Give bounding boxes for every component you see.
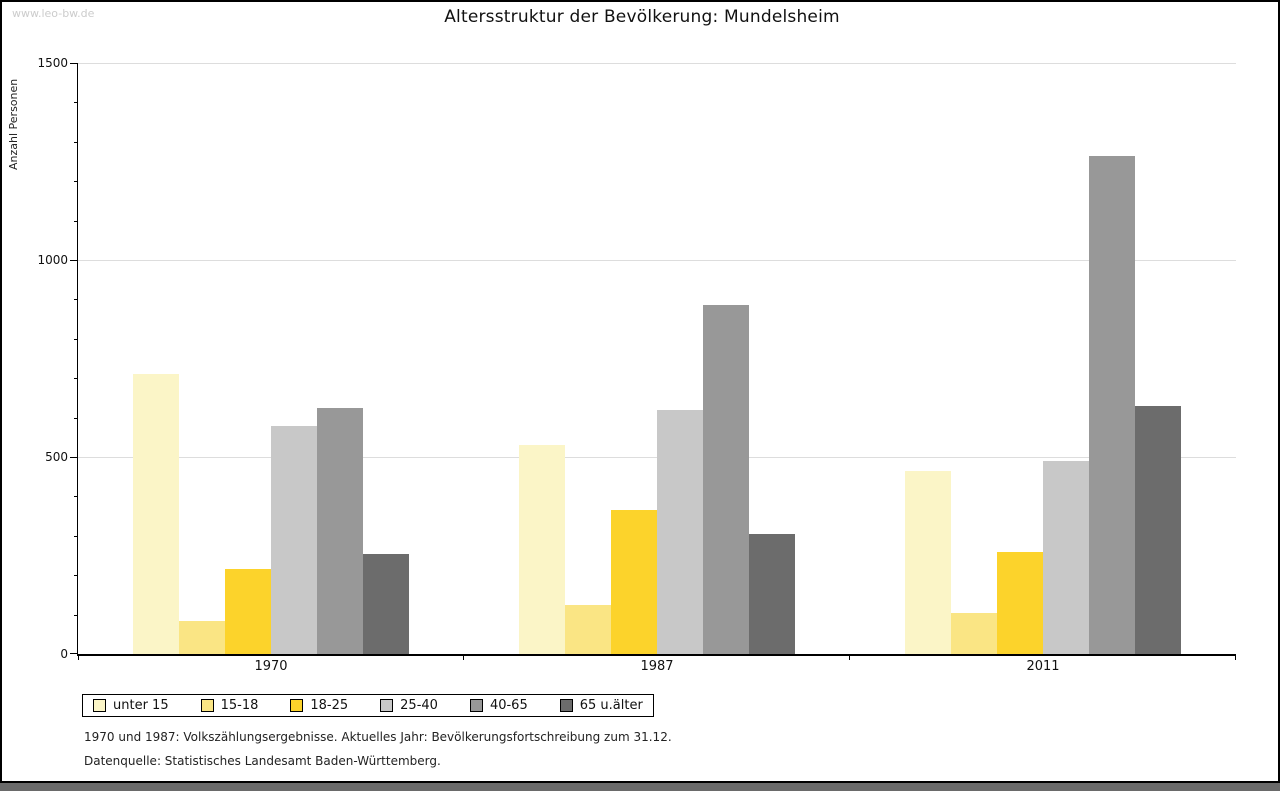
bar-group-1987 [464,63,850,654]
legend-label: unter 15 [113,698,169,713]
x-category-label-1987: 1987 [640,659,674,674]
legend-item-40-65: 40-65 [469,698,528,713]
y-minor-tick-300 [74,535,78,537]
y-minor-tick-200 [74,575,78,577]
y-gridline-1000 [78,260,1236,261]
bar-2011-25-40 [1043,460,1089,654]
x-tick-2 [849,656,850,660]
bar-2011-15-18 [951,612,997,654]
bar-2011-65-u.älter [1135,405,1181,654]
bar-1987-40-65 [703,305,749,654]
y-axis-title: Anzahl Personen [7,78,20,170]
y-minor-tick-800 [74,338,78,340]
chart-title: Altersstruktur der Bevölkerung: Mundelsh… [444,7,840,27]
plot-area: 0 500 1000 1500 1970 1987 2011 [37,56,1236,674]
legend-swatch-icon [469,699,483,712]
legend-item-25-40: 25-40 [380,698,438,713]
y-gridline-1500 [78,63,1236,64]
footnote-line-1: 1970 und 1987: Volkszählungsergebnisse. … [84,730,672,744]
watermark: www.leo-bw.de [12,7,95,20]
legend-swatch-icon [200,699,214,712]
y-minor-tick-1400 [74,102,78,104]
bar-1970-25-40 [271,425,317,654]
y-minor-tick-1300 [74,141,78,143]
y-major-tick-1000 [70,260,78,261]
y-minor-tick-1100 [74,220,78,222]
y-major-tick-1500 [70,63,78,64]
legend-label: 65 u.älter [579,698,643,713]
y-minor-tick-700 [74,378,78,380]
y-major-tick-500 [70,457,78,458]
bar-group-1970 [78,63,464,654]
legend-label: 18-25 [310,698,349,713]
y-major-tick-0 [70,653,78,654]
x-tick-1 [463,656,464,660]
y-minor-tick-600 [74,417,78,419]
y-minor-tick-1200 [74,181,78,183]
legend-label: 15-18 [220,698,259,713]
legend-swatch-icon [380,699,394,712]
bottom-bar [0,783,1280,791]
y-tick-label-1500: 1500 [37,56,68,70]
footnote-line-2: Datenquelle: Statistisches Landesamt Bad… [84,754,441,768]
bar-1970-65-u.älter [363,553,409,654]
bar-1987-15-18 [565,604,611,654]
legend-swatch-icon [290,699,304,712]
bar-1987-65-u.älter [749,533,795,654]
y-minor-tick-100 [74,614,78,616]
x-tick-0 [78,656,79,660]
bar-2011-40-65 [1089,155,1135,654]
bar-2011-unter-15 [905,470,951,654]
y-minor-tick-400 [74,496,78,498]
legend-swatch-icon [93,699,106,712]
x-category-label-2011: 2011 [1026,659,1060,674]
legend-swatch-icon [559,699,573,712]
legend-item-65-u.älter: 65 u.älter [559,698,643,713]
legend-label: 25-40 [400,698,438,713]
bar-1970-15-18 [179,620,225,654]
bar-1987-unter-15 [519,445,565,654]
y-tick-label-0: 0 [60,647,68,661]
legend-item-15-18: 15-18 [200,698,259,713]
y-tick-label-1000: 1000 [37,253,68,267]
bar-1970-unter-15 [133,374,179,654]
bar-1987-25-40 [657,409,703,654]
legend-item-unter-15: unter 15 [93,698,169,713]
legend-item-18-25: 18-25 [290,698,348,713]
bar-group-2011 [850,63,1236,654]
bar-1970-40-65 [317,407,363,654]
bar-1987-18-25 [611,510,657,654]
bar-1970-18-25 [225,569,271,654]
x-tick-3 [1235,656,1236,660]
legend-label: 40-65 [489,698,528,713]
bar-2011-18-25 [997,551,1043,654]
y-minor-tick-900 [74,299,78,301]
x-category-label-1970: 1970 [254,659,288,674]
y-tick-label-500: 500 [45,450,68,464]
legend: unter 15 15-18 18-25 25-40 40-65 65 u.älter [82,694,654,717]
